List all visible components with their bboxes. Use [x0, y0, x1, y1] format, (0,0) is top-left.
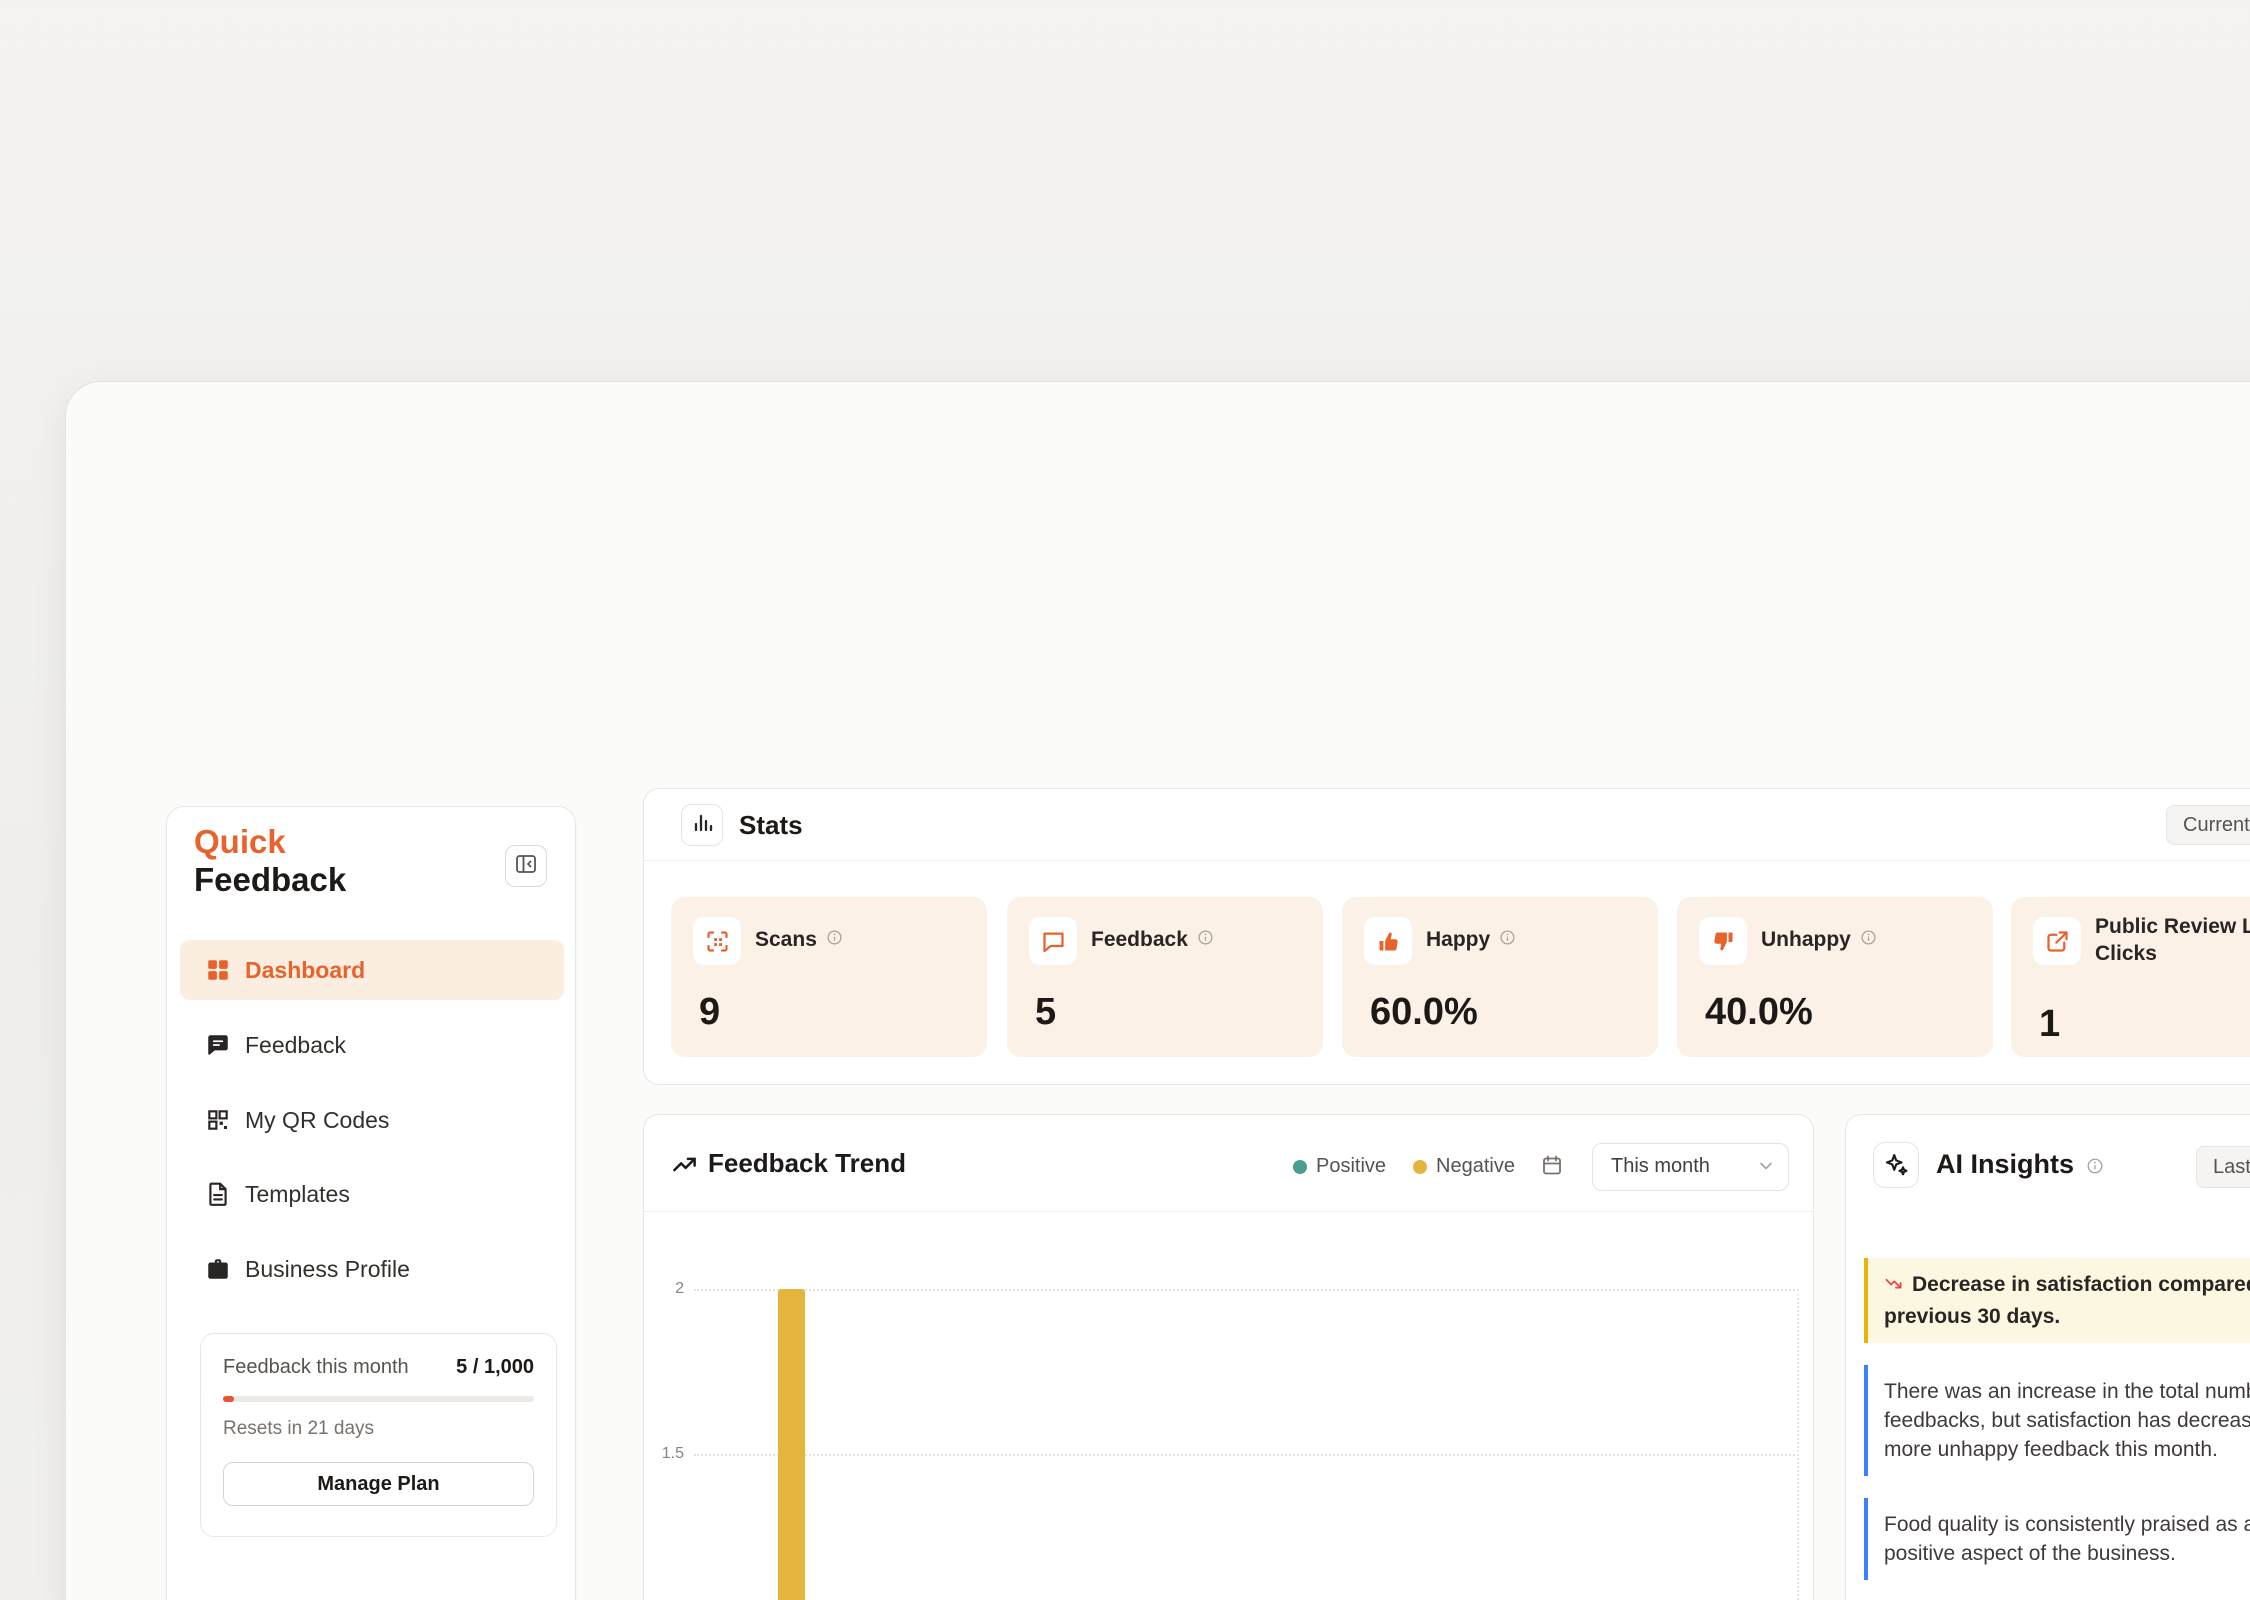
bar-negative-mar-3: [777, 1289, 805, 1600]
usage-progress-track: [223, 1396, 534, 1402]
document-icon: [205, 1181, 231, 1207]
info-icon[interactable]: [826, 929, 843, 951]
app-window: Quick Feedback Dashboard Feedback My QR …: [65, 381, 2250, 1600]
plot-right-border: [1797, 1289, 1799, 1600]
usage-progress-fill: [223, 1396, 234, 1402]
trend-period-select[interactable]: This month: [1592, 1143, 1789, 1191]
chevron-down-icon: [1756, 1156, 1776, 1181]
stat-value: 1: [2039, 1003, 2061, 1045]
gridline: [694, 1289, 1799, 1291]
trending-down-icon: [1884, 1273, 1903, 1302]
logo-line-1: Quick: [194, 823, 286, 860]
qr-scan-icon: [693, 917, 741, 965]
logo-line-2: Feedback: [194, 861, 347, 898]
sidebar-item-label: My QR Codes: [245, 1106, 390, 1133]
insight-item: Food quality is consistently praised as …: [1864, 1498, 2250, 1580]
stat-value: 9: [699, 991, 721, 1033]
ai-insights-title: AI Insights: [1936, 1149, 2075, 1179]
ai-sparkles-icon: [1873, 1142, 1919, 1188]
info-icon[interactable]: [1197, 929, 1214, 951]
manage-plan-button[interactable]: Manage Plan: [223, 1462, 534, 1506]
y-axis-tick: 2: [675, 1280, 684, 1297]
stats-period-button[interactable]: Current month: [2166, 805, 2250, 845]
stat-value: 5: [1035, 991, 1057, 1033]
legend-negative-label: Negative: [1436, 1155, 1515, 1177]
stats-icon-box: [681, 804, 723, 846]
stat-label: Happy: [1426, 928, 1491, 951]
chat-bubble-icon: [205, 1032, 231, 1058]
trend-title: Feedback Trend: [708, 1148, 906, 1178]
sidebar-item-business-profile[interactable]: Business Profile: [180, 1239, 564, 1299]
stat-card-happy: Happy 60.0%: [1342, 897, 1658, 1057]
sidebar-item-label: Feedback: [245, 1031, 347, 1058]
briefcase-icon: [205, 1256, 231, 1282]
thumbs-down-icon: [1699, 917, 1747, 965]
usage-card: Feedback this month 5 / 1,000 Resets in …: [200, 1333, 557, 1537]
stats-title: Stats: [739, 810, 803, 840]
qr-code-icon: [205, 1107, 231, 1133]
stat-label: Public Review Link Clicks: [2095, 915, 2250, 965]
legend-positive-label: Positive: [1316, 1155, 1387, 1177]
sidebar-item-my-qr-codes[interactable]: My QR Codes: [180, 1090, 564, 1150]
feedback-trend-panel: Feedback Trend Positive Negative This mo…: [643, 1114, 1814, 1600]
stat-label: Unhappy: [1761, 928, 1851, 951]
sidebar-item-feedback[interactable]: Feedback: [180, 1015, 564, 1075]
info-icon[interactable]: [2086, 1157, 2104, 1180]
usage-count: 5 / 1,000: [456, 1356, 534, 1378]
stat-card-public-review-link-clicks: Public Review Link Clicks 1: [2011, 897, 2250, 1057]
stat-label: Scans: [755, 928, 817, 951]
ai-insights-panel: AI Insights Last 30 days Decrease in sat…: [1845, 1114, 2250, 1600]
insight-item-warning: Decrease in satisfaction compared to the…: [1864, 1258, 2250, 1343]
trend-plot: 00.511.52Mar 2Mar 6Mar 10Mar 14Mar 18Mar…: [662, 1280, 1799, 1600]
chat-outline-icon: [1029, 917, 1077, 965]
legend-negative-dot: [1413, 1160, 1427, 1174]
legend-positive-dot: [1293, 1160, 1307, 1174]
insight-item: There was an increase in the total numbe…: [1864, 1365, 2250, 1476]
stat-value: 40.0%: [1705, 991, 1813, 1033]
collapse-sidebar-button[interactable]: [505, 845, 547, 887]
trend-header: Feedback Trend Positive Negative This mo…: [644, 1115, 1813, 1212]
stats-header: Stats Current month: [644, 789, 2250, 861]
thumbs-up-icon: [1364, 917, 1412, 965]
sidebar-item-dashboard[interactable]: Dashboard: [180, 940, 564, 1000]
usage-label: Feedback this month: [223, 1356, 409, 1378]
sidebar-item-templates[interactable]: Templates: [180, 1164, 564, 1224]
app-logo: Quick Feedback: [194, 823, 346, 899]
calendar-icon[interactable]: [1540, 1153, 1564, 1182]
gridline: [694, 1453, 1799, 1456]
sidebar: Quick Feedback Dashboard Feedback My QR …: [166, 806, 576, 1600]
y-axis-tick: 1.5: [661, 1444, 684, 1462]
info-icon[interactable]: [1860, 929, 1877, 951]
stat-value: 60.0%: [1370, 991, 1478, 1033]
stats-panel: Stats Current month Scans 9 Feedback: [643, 788, 2250, 1085]
panel-collapse-icon: [514, 852, 538, 881]
trending-up-icon: [671, 1151, 698, 1183]
stat-card-scans: Scans 9: [671, 897, 987, 1057]
trend-period-value: This month: [1611, 1155, 1710, 1177]
stat-card-unhappy: Unhappy 40.0%: [1677, 897, 1993, 1057]
sidebar-item-label: Dashboard: [245, 956, 366, 983]
usage-resets-text: Resets in 21 days: [223, 1418, 375, 1439]
ai-insights-list: Decrease in satisfaction compared to the…: [1864, 1258, 2250, 1600]
dashboard-grid-icon: [205, 957, 231, 983]
stat-card-feedback: Feedback 5: [1007, 897, 1323, 1057]
external-link-icon: [2033, 917, 2081, 965]
ai-period-button[interactable]: Last 30 days: [2196, 1146, 2250, 1188]
stat-label: Feedback: [1091, 928, 1188, 951]
info-icon[interactable]: [1499, 929, 1516, 951]
bar-chart-icon: [690, 811, 714, 840]
sidebar-item-label: Templates: [245, 1180, 350, 1207]
sidebar-item-label: Business Profile: [245, 1255, 410, 1282]
